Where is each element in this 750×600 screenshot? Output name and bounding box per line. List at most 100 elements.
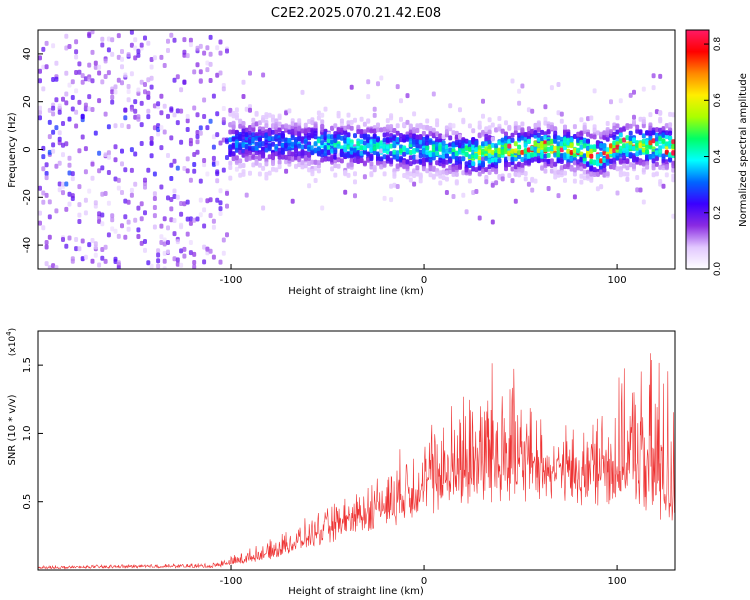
spectrogram-cell (126, 89, 131, 94)
snr-multiplier-suffix: ) (8, 328, 18, 332)
spectrogram-cell (205, 246, 210, 252)
spectrogram-cell (280, 142, 285, 148)
spectrogram-cell (80, 134, 85, 140)
spectrogram-cell (481, 156, 485, 162)
spectrogram-cell (313, 134, 318, 140)
spectrogram-cell (192, 69, 197, 75)
spectrogram-cell (579, 139, 584, 145)
spectrogram-cell (589, 177, 594, 183)
spectrogram-cell (159, 54, 164, 60)
spectrogram-cell (517, 100, 522, 106)
spectrogram-cell (241, 163, 246, 168)
spectrogram-cell (349, 161, 354, 167)
spectrogram-cell (444, 176, 449, 182)
spectrogram-cell (139, 216, 144, 222)
spectrogram-cell (51, 43, 56, 49)
spectrogram-cell (41, 154, 46, 160)
spectrogram-cell (395, 150, 400, 156)
spectrogram-cell (100, 255, 105, 261)
spectrogram-cell (61, 181, 65, 187)
spectrogram-cell (93, 200, 98, 206)
spectrogram-cell (336, 143, 341, 149)
spectrogram-cell (481, 168, 485, 174)
spectrogram-cell (271, 117, 275, 123)
spectrogram-cell (169, 206, 174, 212)
snr-x-tick-label: 100 (608, 576, 627, 587)
spectrogram-cell (349, 125, 354, 131)
spectrogram-cell (526, 131, 531, 136)
spectrogram-cell (362, 174, 367, 180)
spectrogram-cell (41, 166, 46, 172)
spectrogram-cell (346, 120, 351, 126)
spectrogram-cell (359, 129, 364, 135)
spectrogram-cell (395, 123, 400, 129)
spectrogram-cell (451, 142, 456, 148)
spectrogram-cell (218, 211, 223, 216)
spectrogram-cell (438, 180, 443, 186)
spectrogram-cell (198, 178, 203, 184)
spectrogram-cell (556, 169, 561, 175)
spectrogram-cell (553, 174, 558, 180)
spectrogram-cell (215, 45, 220, 51)
spectrogram-cell (536, 148, 541, 154)
spectrogram-cell (500, 150, 505, 155)
spectrogram-cell (612, 135, 617, 140)
spectrogram-cell (192, 105, 197, 111)
spectrogram-cell (520, 121, 525, 127)
spectrogram-cell (592, 88, 597, 94)
spectrogram-cell (408, 161, 413, 167)
spectrogram-cell (74, 49, 79, 55)
spectrogram-cell (418, 172, 423, 178)
spectrogram-cell (490, 122, 495, 128)
spectrogram-cell (353, 147, 357, 153)
spectrogram-cell (254, 141, 259, 147)
spectrogram-cell (74, 54, 79, 60)
spectrogram-cell (100, 42, 105, 48)
spectrogram-cell (310, 159, 315, 165)
spectrogram-cell (654, 161, 659, 167)
spectrogram-cell (441, 175, 446, 181)
spectrogram-cell (100, 79, 105, 85)
spectrogram-cell (464, 167, 469, 173)
spectrogram-cell (402, 163, 407, 169)
spectrogram-cell (241, 142, 246, 147)
spectrogram-cell (77, 148, 82, 154)
spectrogram-cell (635, 175, 640, 180)
spectrogram-cell (625, 147, 630, 153)
spectrogram-cell (520, 135, 525, 141)
spectrogram-cell (97, 98, 102, 104)
spectrogram-cell (654, 156, 659, 162)
spectrogram-cell (661, 139, 666, 144)
spectrogram-cell (523, 142, 528, 148)
spectrogram-cell (238, 144, 243, 149)
spectrogram-cell (195, 216, 200, 222)
spectrogram-cell (133, 99, 138, 105)
spectrogram-cell (405, 164, 410, 170)
spectrogram-cell (517, 88, 522, 94)
spectrogram-cell (126, 226, 131, 232)
spectrogram-cell (618, 159, 623, 165)
spectrogram-cell (382, 171, 387, 177)
spectrogram-cell (589, 115, 594, 121)
spectrogram-cell (589, 133, 594, 139)
spectrogram-cell (54, 97, 59, 103)
spectrogram-cell (149, 136, 154, 141)
spectrogram-cell (156, 263, 161, 269)
spectrogram-cell (605, 136, 610, 142)
spectrogram-cell (202, 50, 207, 56)
spectrogram-cell (353, 193, 357, 199)
spectrogram-cell (481, 141, 485, 147)
spectrogram-cell (44, 171, 49, 176)
spectrogram-cell (47, 199, 52, 205)
spectrogram-cell (405, 119, 410, 125)
spectrogram-cell (372, 106, 377, 112)
spectrogram-cell (162, 63, 167, 68)
spectrogram-cell (87, 76, 92, 82)
spectrogram-cell (425, 124, 430, 130)
snr-multiplier-exponent: 4 (5, 331, 13, 336)
spectrogram-cell (668, 135, 673, 141)
spectrogram-cell (664, 123, 669, 129)
spectrogram-cell (126, 219, 131, 225)
spectrogram-cell (513, 121, 518, 127)
spectrogram-cell (330, 139, 335, 145)
